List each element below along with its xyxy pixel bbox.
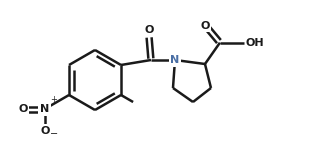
Text: O: O: [40, 126, 50, 136]
Text: +: +: [50, 95, 57, 104]
Text: O: O: [144, 25, 154, 35]
Text: OH: OH: [246, 38, 265, 48]
Text: N: N: [40, 104, 49, 114]
Text: O: O: [18, 104, 27, 114]
Text: O: O: [200, 21, 209, 31]
Text: N: N: [170, 55, 180, 65]
Text: −: −: [50, 129, 58, 139]
